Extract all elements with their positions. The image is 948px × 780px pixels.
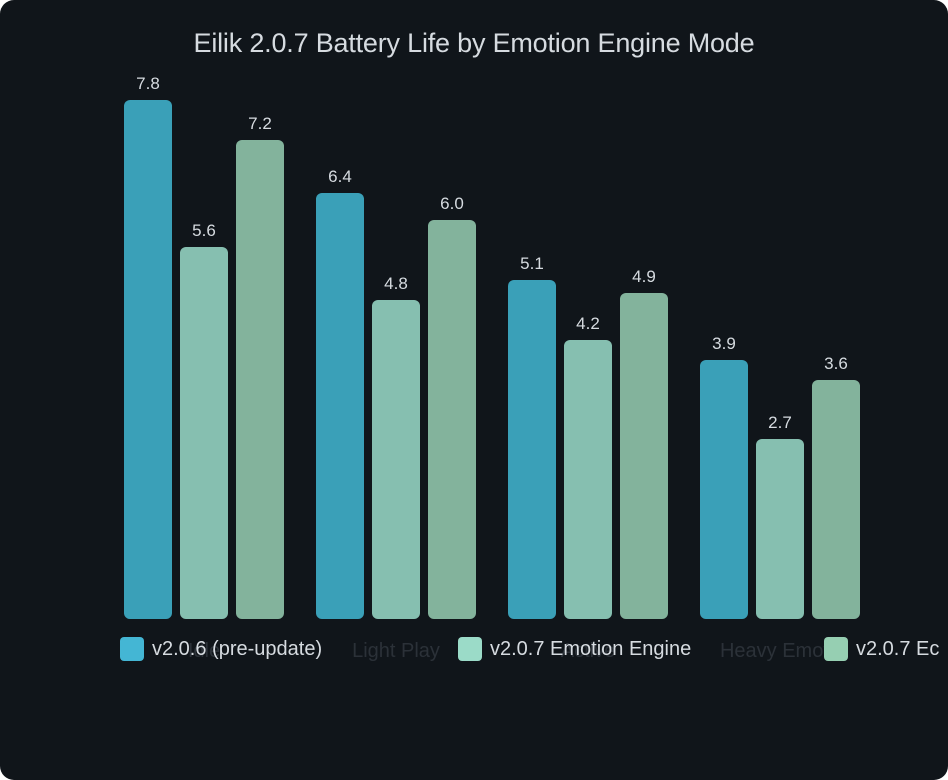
data-label: 7.2 [248, 114, 272, 133]
legend-item-v207-emotion[interactable]: v2.0.7 Emotion Engine [458, 637, 691, 661]
data-label: 2.7 [768, 413, 792, 432]
bar[interactable] [812, 380, 860, 619]
x-tick-label: Light Play [352, 640, 440, 662]
legend-item-v207-eco[interactable]: v2.0.7 Ec [824, 637, 939, 661]
data-label: 3.6 [824, 354, 848, 373]
bar[interactable] [236, 140, 284, 619]
legend-swatch [458, 637, 482, 661]
x-tick-label: Active [560, 640, 616, 662]
legend-label: v2.0.6 (pre-update) [152, 637, 323, 660]
bar[interactable] [700, 360, 748, 619]
bar[interactable] [124, 100, 172, 619]
data-label: 5.6 [192, 221, 216, 240]
data-label: 7.8 [136, 74, 160, 93]
x-tick-label: Idle [187, 640, 221, 662]
data-label: 6.4 [328, 167, 352, 186]
data-label: 4.9 [632, 267, 656, 286]
data-label: 5.1 [520, 254, 544, 273]
bar[interactable] [756, 439, 804, 619]
bar[interactable] [508, 280, 556, 619]
bar[interactable] [372, 300, 420, 619]
legend-swatch [120, 637, 144, 661]
x-tick-label: Heavy Emote [719, 640, 841, 662]
bar[interactable] [428, 220, 476, 619]
bar[interactable] [180, 247, 228, 619]
legend-swatch [824, 637, 848, 661]
data-label: 4.8 [384, 274, 408, 293]
bar[interactable] [620, 293, 668, 619]
data-label: 4.2 [576, 314, 600, 333]
legend-label: v2.0.7 Ec [856, 637, 940, 660]
data-label: 6.0 [440, 194, 464, 213]
legend-label: v2.0.7 Emotion Engine [490, 637, 692, 660]
legend-item-v206[interactable]: v2.0.6 (pre-update) [120, 637, 322, 661]
bar[interactable] [316, 193, 364, 619]
bar[interactable] [564, 340, 612, 619]
chart-title: Eilik 2.0.7 Battery Life by Emotion Engi… [193, 28, 755, 58]
data-label: 3.9 [712, 334, 736, 353]
